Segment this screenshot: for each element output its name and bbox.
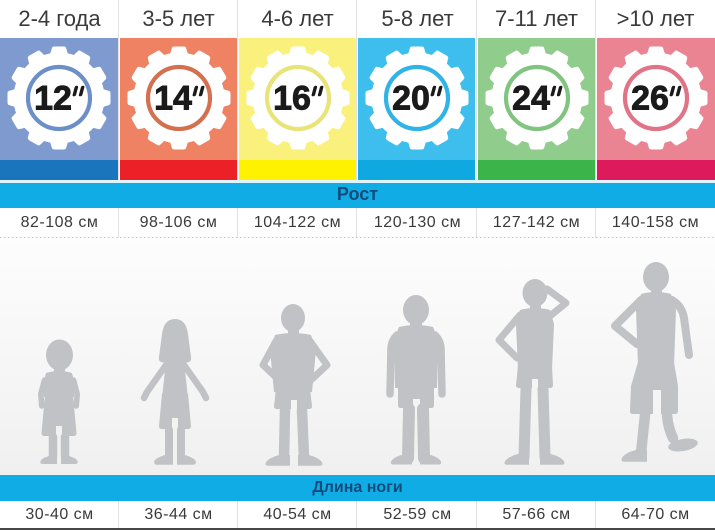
svg-text:16: 16 [273, 80, 311, 118]
svg-text:26: 26 [631, 80, 669, 118]
svg-text:14: 14 [154, 80, 192, 118]
svg-text:24: 24 [512, 80, 550, 118]
svg-text:12: 12 [34, 80, 72, 118]
svg-text:20: 20 [392, 80, 430, 118]
